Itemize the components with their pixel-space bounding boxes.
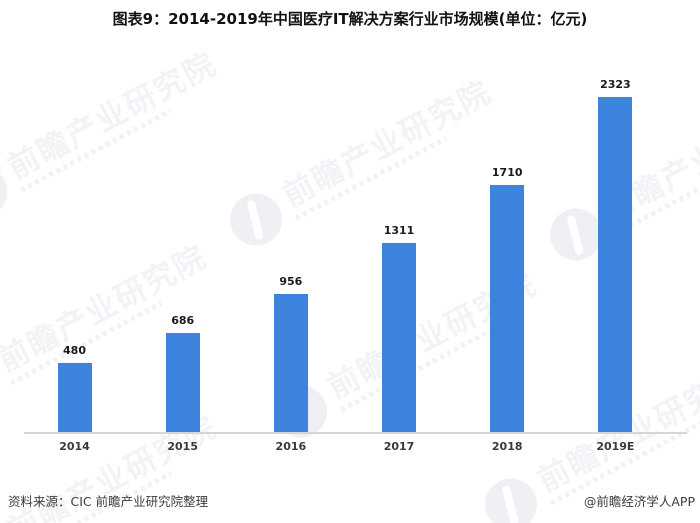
bar-value-label: 956 <box>279 275 303 288</box>
bar-2019E <box>598 97 633 432</box>
bar-2018 <box>490 185 525 432</box>
x-axis-label: 2016 <box>275 440 307 453</box>
bar-2015 <box>165 333 200 432</box>
x-axis-label: 2014 <box>59 440 90 453</box>
x-axis-line <box>24 432 687 434</box>
bar-value-label: 1311 <box>383 224 415 237</box>
footer: 资料来源：CIC 前瞻产业研究院整理 @前瞻经济学人APP <box>8 491 695 510</box>
x-axis-label: 2019E <box>596 440 635 453</box>
plot-area: 480 686 956 1311 1710 2323 <box>57 78 633 432</box>
x-axis-label: 2018 <box>491 440 523 453</box>
source-text: 资料来源：CIC 前瞻产业研究院整理 <box>8 494 209 509</box>
bar-2014 <box>57 363 92 432</box>
bar-value-label: 1710 <box>491 166 523 179</box>
bar-value-label: 686 <box>171 314 195 327</box>
chart-title: 图表9：2014-2019年中国医疗IT解决方案行业市场规模(单位：亿元) <box>112 10 588 28</box>
x-axis-label: 2017 <box>383 440 415 453</box>
bar-value-label: 2323 <box>600 78 631 91</box>
bar-2016 <box>273 294 308 432</box>
x-axis-label: 2015 <box>167 440 198 453</box>
credit-text: @前瞻经济学人APP <box>583 494 695 509</box>
bar-value-label: 480 <box>63 344 86 357</box>
bar-2017 <box>382 243 417 432</box>
